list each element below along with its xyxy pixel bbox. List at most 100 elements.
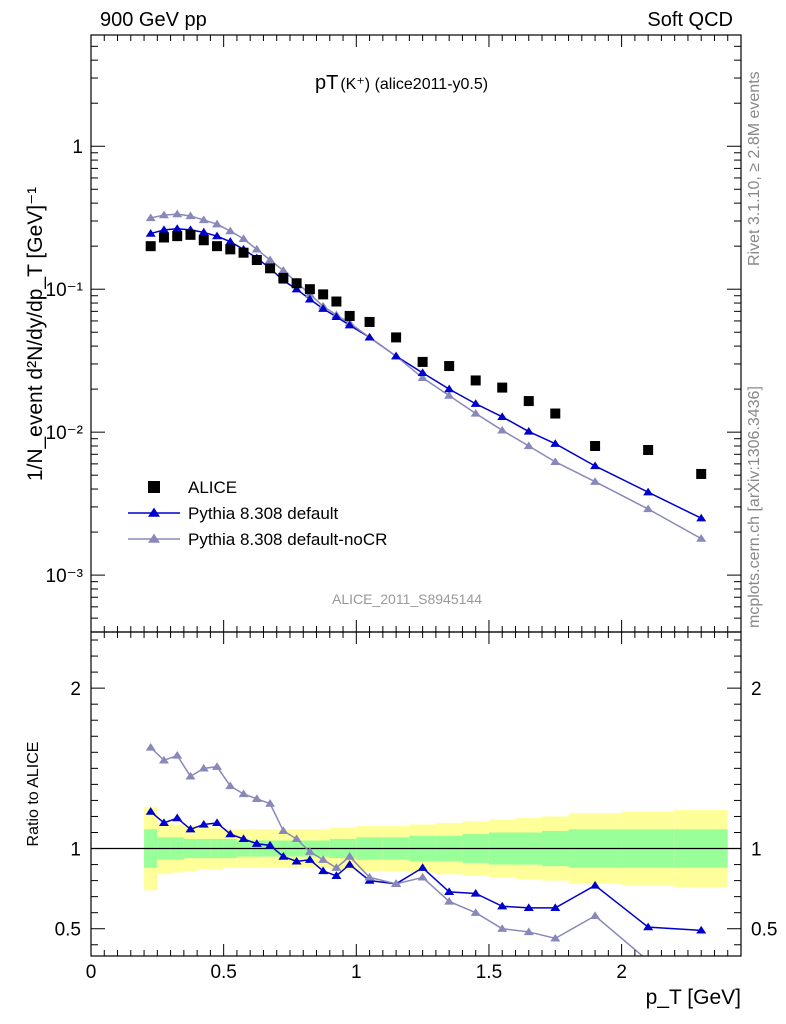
ratio-point-series-0 <box>172 813 183 822</box>
x-axis-title: p_T [GeV] <box>646 986 741 1009</box>
ratio-y-tick-label-left: 0.5 <box>55 920 81 941</box>
data-point-alice <box>696 468 707 479</box>
ratio-point-series-0 <box>643 922 654 931</box>
data-point-alice <box>145 241 156 252</box>
legend-marker-1 <box>148 507 160 517</box>
main-point-series-2 <box>238 234 249 243</box>
data-point-alice <box>417 356 428 367</box>
ratio-point-series-0 <box>590 880 601 889</box>
data-point-alice <box>497 382 508 393</box>
data-point-alice <box>225 244 236 255</box>
ratio-point-series-1 <box>238 789 249 798</box>
ratio-y-tick-label-left: 1 <box>70 840 81 861</box>
main-point-series-1 <box>291 284 302 293</box>
ratio-point-series-0 <box>212 818 223 827</box>
main-point-series-1 <box>417 368 428 376</box>
ratio-point-series-1 <box>590 911 601 920</box>
ratio-point-series-1 <box>291 834 302 843</box>
data-point-alice <box>590 441 601 452</box>
ratio-point-series-0 <box>304 855 315 863</box>
data-point-alice <box>391 332 402 343</box>
main-point-series-1 <box>391 351 402 360</box>
data-point-alice <box>185 229 196 240</box>
ratio-point-series-0 <box>145 807 156 815</box>
ratio-point-series-0 <box>417 863 428 871</box>
ratio-point-series-0 <box>198 819 209 828</box>
x-tick-label: 0 <box>86 962 97 983</box>
data-point-alice <box>470 375 481 386</box>
y-tick-label: 1 <box>72 137 83 158</box>
legend-marker-alice <box>148 481 160 493</box>
main-point-series-1 <box>497 412 508 420</box>
main-point-series-2 <box>550 457 561 465</box>
data-point-alice <box>198 235 209 246</box>
y-tick-label: 10⁻³ <box>46 566 84 587</box>
y-axis-title: 1/N_event d²N/dy/dp_T [GeV]⁻¹ <box>24 187 47 481</box>
ratio-point-series-1 <box>251 794 262 802</box>
legend-label-0: ALICE <box>188 478 237 497</box>
ratio-point-series-0 <box>523 903 534 912</box>
ratio-point-series-0 <box>344 860 355 868</box>
ratio-point-series-1 <box>318 855 329 863</box>
ratio-point-series-0 <box>550 903 561 912</box>
ratio-point-series-1 <box>198 763 209 772</box>
ratio-point-series-0 <box>251 839 262 847</box>
main-point-series-1 <box>590 461 601 470</box>
ratio-point-series-1 <box>212 762 223 770</box>
mcplots-side-label: mcplots.cern.ch [arXiv:1306.3436] <box>746 386 763 628</box>
ratio-point-series-0 <box>158 818 169 827</box>
header-right: Soft QCD <box>647 9 733 31</box>
main-point-series-2 <box>590 477 601 485</box>
ratio-point-series-1 <box>304 847 315 855</box>
plot-title-main: pT <box>315 72 339 94</box>
ratio-y-axis-title: Ratio to ALICE <box>25 742 42 847</box>
main-point-series-2 <box>497 425 508 434</box>
ratio-point-series-0 <box>318 866 329 875</box>
x-tick-label: 2 <box>616 962 627 983</box>
main-point-series-1 <box>444 384 455 393</box>
ratio-point-series-1 <box>225 781 236 790</box>
main-point-series-1 <box>696 513 707 522</box>
main-point-series-2 <box>158 210 169 219</box>
data-point-alice <box>158 232 169 243</box>
ratio-plot-frame <box>90 631 742 957</box>
main-point-series-1 <box>550 439 561 447</box>
data-point-alice <box>251 255 262 266</box>
ratio-point-series-0 <box>331 871 342 879</box>
main-point-series-1 <box>158 225 169 234</box>
legend-label-2: Pythia 8.308 default-noCR <box>188 530 387 549</box>
rivet-side-label: Rivet 3.1.10, ≥ 2.8M events <box>746 71 763 266</box>
main-point-series-2 <box>417 373 428 381</box>
data-point-alice <box>523 396 534 407</box>
main-point-series-1 <box>364 332 375 341</box>
main-point-series-1 <box>643 487 654 496</box>
ratio-point-series-0 <box>497 901 508 910</box>
ratio-point-series-0 <box>444 887 455 895</box>
data-point-alice <box>444 361 455 372</box>
main-point-series-2 <box>225 226 236 235</box>
ratio-point-series-1 <box>470 908 481 916</box>
data-point-alice <box>304 284 315 295</box>
data-point-alice <box>550 408 561 419</box>
main-point-series-1 <box>523 427 534 435</box>
main-point-series-1 <box>225 237 236 245</box>
main-point-series-1 <box>212 231 223 240</box>
ratio-point-series-1 <box>417 872 428 881</box>
main-point-series-1 <box>318 304 329 312</box>
main-point-series-1 <box>344 320 355 329</box>
ratio-point-series-1 <box>364 872 375 881</box>
ratio-point-series-0 <box>696 925 707 934</box>
ratio-y-tick-label-left: 2 <box>70 679 81 700</box>
ratio-y-tick-label-right: 2 <box>751 679 762 700</box>
ratio-y-tick-label-right: 0.5 <box>751 920 777 941</box>
data-point-alice <box>643 445 654 456</box>
main-point-series-2 <box>145 213 156 222</box>
ratio-point-series-0 <box>291 856 302 865</box>
ratio-point-series-0 <box>238 834 249 843</box>
main-point-series-1 <box>145 229 156 237</box>
legend-marker-2 <box>148 533 160 543</box>
ratio-point-series-1 <box>391 879 402 887</box>
main-point-series-2 <box>185 211 196 220</box>
ratio-point-series-1 <box>331 863 342 871</box>
main-point-series-1 <box>331 312 342 321</box>
